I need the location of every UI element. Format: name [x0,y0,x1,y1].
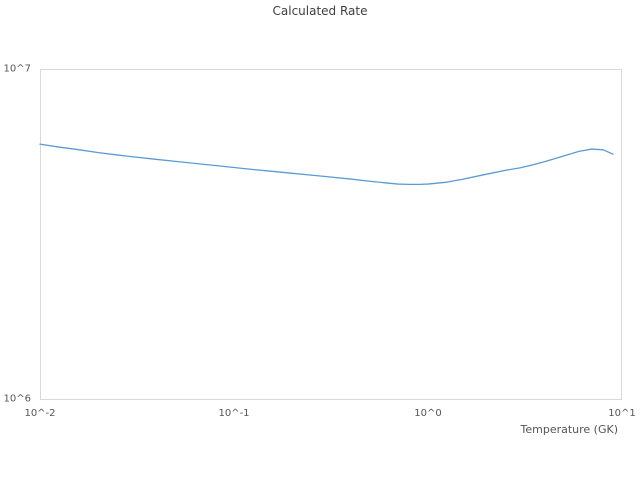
x-tick-label: 10^-1 [218,408,250,419]
y-tick-label: 10^7 [3,63,31,75]
x-tick-label: 10^-2 [24,408,56,419]
chart-title: Calculated Rate [272,4,368,18]
x-axis-label: Temperature (GK) [520,423,619,436]
rate-line [39,143,614,186]
x-tick-label: 10^1 [608,408,636,419]
y-tick-label: 10^6 [3,393,31,405]
plot-border [40,69,622,400]
x-tick-label: 10^0 [414,408,442,419]
